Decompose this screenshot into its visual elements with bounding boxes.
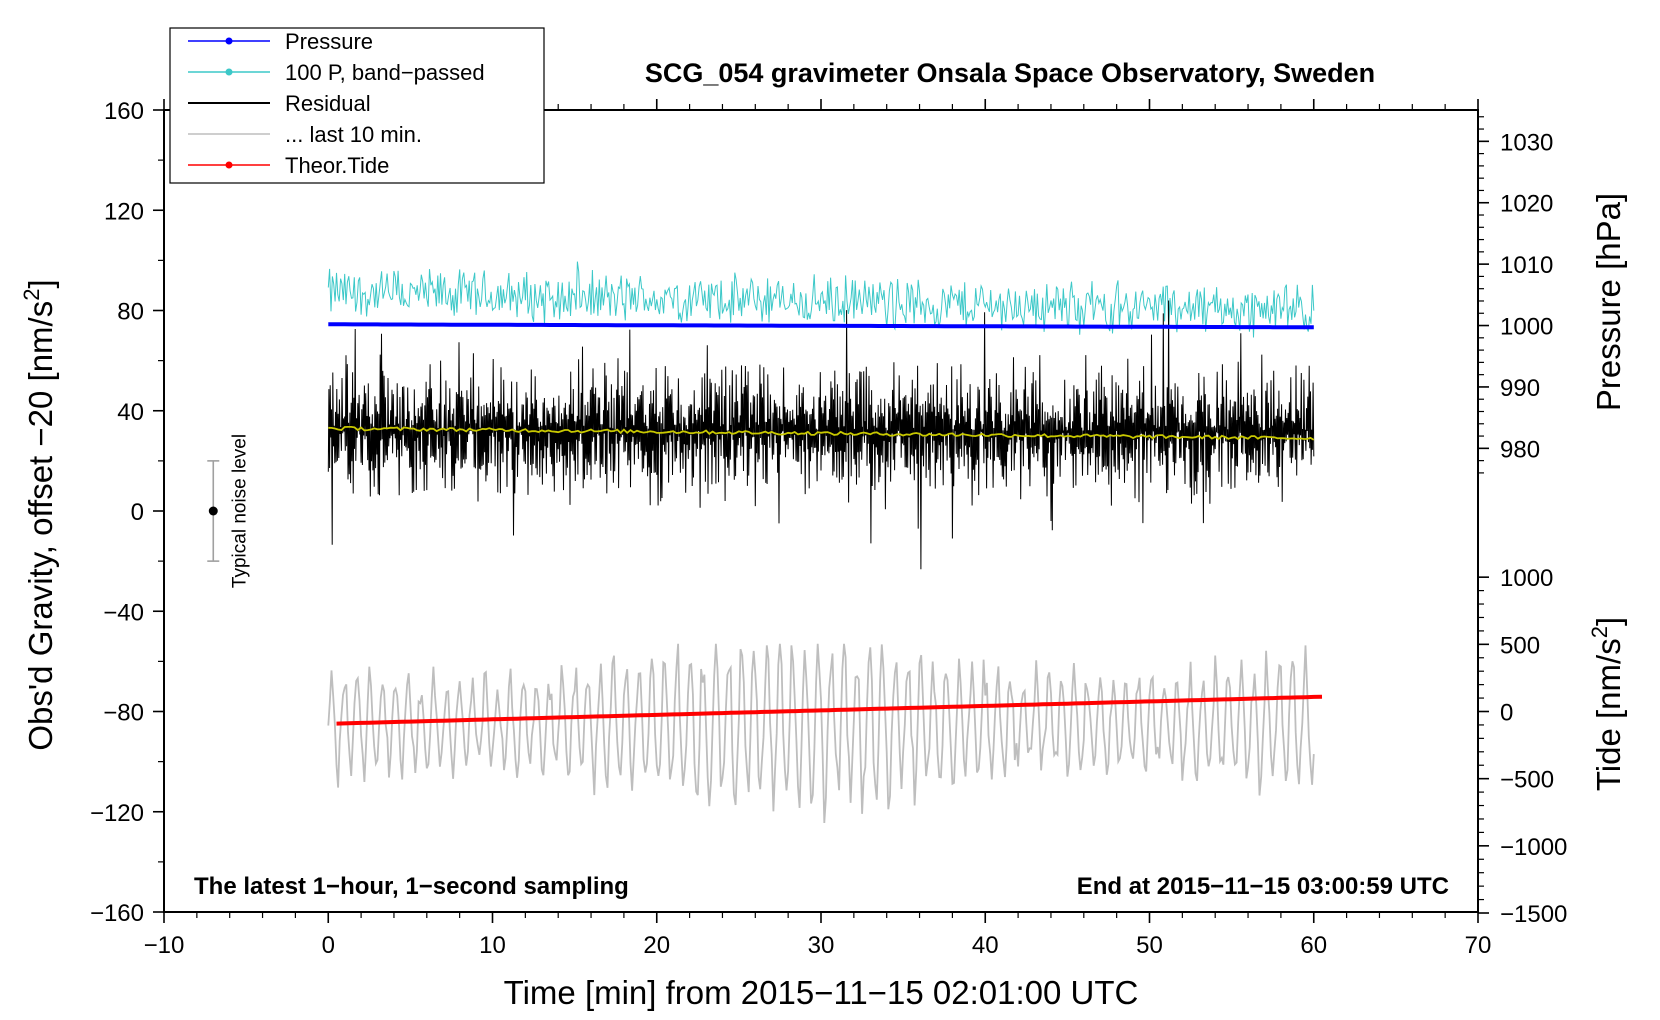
y-left-axis-title-end: ] xyxy=(22,279,59,288)
x-axis-title: Time [min] from 2015−11−15 02:01:00 UTC xyxy=(504,974,1139,1011)
y-pressure-tick-label: 1000 xyxy=(1500,314,1553,341)
y-left-tick-label: −120 xyxy=(90,800,144,827)
chart-title: SCG_054 gravimeter Onsala Space Observat… xyxy=(645,58,1375,88)
legend-label-4: Theor.Tide xyxy=(285,153,389,178)
y-left-tick-label: −40 xyxy=(103,599,144,626)
axes-layer: −10 0 10 20 30 40 50 60 7016012080400−40−80−120−… xyxy=(90,98,1567,959)
legend-box xyxy=(169,27,545,184)
y-left-tick-label: 0 xyxy=(131,499,144,526)
y-left-axis-title: Obs'd Gravity, offset −20 [nm/s2] xyxy=(19,279,59,750)
y-tide-axis-title-end: ] xyxy=(1590,617,1627,626)
series-theoretical-tide xyxy=(336,694,1323,726)
series-pressure xyxy=(328,322,1314,330)
legend-marker-4 xyxy=(225,161,233,169)
x-tick-label: 60 xyxy=(1300,932,1327,959)
y-pressure-tick-label: 1010 xyxy=(1500,252,1553,279)
series-bandpassed-pressure xyxy=(327,261,1315,338)
y-tide-tick-label: −1000 xyxy=(1500,834,1567,861)
legend-label-1: 100 P, band−passed xyxy=(285,60,485,85)
noise-level-indicator: Typical noise level xyxy=(207,434,250,588)
series-last-10-min xyxy=(327,643,1315,824)
x-tick-label: 20 xyxy=(643,932,670,959)
series-residual-mean xyxy=(328,426,1315,441)
y-left-tick-label: −80 xyxy=(103,700,144,727)
y-pressure-tick-label: 1020 xyxy=(1500,191,1553,218)
y-pressure-tick-label: 1030 xyxy=(1500,129,1553,156)
x-tick-label: 50 xyxy=(1136,932,1163,959)
y-tide-tick-label: −500 xyxy=(1500,767,1554,794)
legend-marker-0 xyxy=(225,37,233,45)
y-tide-tick-label: 1000 xyxy=(1500,565,1553,592)
y-tide-axis-title-main: Tide [nm/s xyxy=(1590,638,1627,791)
y-left-tick-label: 120 xyxy=(104,198,144,225)
y-pressure-tick-label: 980 xyxy=(1500,436,1540,463)
y-left-axis-title-main: Obs'd Gravity, offset −20 [nm/s xyxy=(22,301,59,751)
legend-marker-1 xyxy=(225,68,233,76)
y-left-tick-label: 80 xyxy=(117,299,144,326)
x-tick-label: 0 xyxy=(322,932,335,959)
x-tick-label: −10 xyxy=(144,932,185,959)
y-tide-tick-label: −1500 xyxy=(1500,901,1567,928)
y-pressure-tick-label: 990 xyxy=(1500,375,1540,402)
y-left-tick-label: 160 xyxy=(104,98,144,125)
y-tide-tick-label: 500 xyxy=(1500,632,1540,659)
y-tide-axis-title: Tide [nm/s2] xyxy=(1587,617,1627,791)
y-tide-tick-label: 0 xyxy=(1500,700,1513,727)
y-left-axis-title-sup: 2 xyxy=(19,289,44,301)
x-tick-label: 70 xyxy=(1465,932,1492,959)
annotation-latest-hour: The latest 1−hour, 1−second sampling xyxy=(194,873,629,900)
y-pressure-axis-title: Pressure [hPa] xyxy=(1590,193,1627,411)
noise-level-label: Typical noise level xyxy=(229,434,250,588)
x-tick-label: 10 xyxy=(479,932,506,959)
noise-bar-center xyxy=(208,506,218,516)
legend-label-2: Residual xyxy=(285,91,371,116)
series-residual xyxy=(327,300,1315,570)
y-left-tick-label: −160 xyxy=(90,900,144,927)
x-tick-label: 40 xyxy=(972,932,999,959)
x-tick-label: 30 xyxy=(808,932,835,959)
annotation-end-time: End at 2015−11−15 03:00:59 UTC xyxy=(1077,873,1449,900)
legend-label-0: Pressure xyxy=(285,29,373,54)
legend: Pressure 100 P, band−passed Residual ... la… xyxy=(169,27,545,184)
legend-label-3: ... last 10 min. xyxy=(285,122,422,147)
series-layer xyxy=(327,261,1323,824)
y-left-tick-label: 40 xyxy=(117,399,144,426)
y-tide-axis-title-sup: 2 xyxy=(1587,626,1612,638)
plot-frame xyxy=(163,109,1479,913)
